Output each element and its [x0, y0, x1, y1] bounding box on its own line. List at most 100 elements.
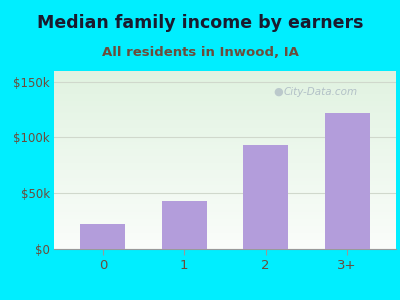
- Bar: [54, 122, 396, 124]
- Bar: [54, 176, 396, 178]
- Bar: [54, 95, 396, 97]
- Bar: [54, 230, 396, 231]
- Bar: [54, 204, 396, 206]
- Bar: [54, 76, 396, 78]
- Bar: [54, 154, 396, 156]
- Bar: [54, 87, 396, 88]
- Bar: [54, 147, 396, 149]
- Text: City-Data.com: City-Data.com: [284, 87, 358, 97]
- Bar: [54, 156, 396, 158]
- Text: All residents in Inwood, IA: All residents in Inwood, IA: [102, 46, 298, 59]
- Bar: [54, 72, 396, 74]
- Bar: [54, 190, 396, 192]
- Bar: [54, 103, 396, 104]
- Bar: [54, 188, 396, 190]
- Bar: [54, 106, 396, 108]
- Bar: [54, 113, 396, 115]
- Bar: [54, 129, 396, 131]
- Bar: [54, 167, 396, 169]
- Bar: [54, 133, 396, 135]
- Bar: [54, 131, 396, 133]
- Bar: [54, 153, 396, 154]
- Bar: [162, 201, 207, 249]
- Bar: [54, 174, 396, 176]
- Bar: [54, 94, 396, 95]
- Bar: [243, 145, 288, 249]
- Bar: [54, 161, 396, 163]
- Bar: [54, 128, 396, 129]
- Bar: [54, 240, 396, 242]
- Bar: [54, 70, 396, 72]
- Bar: [54, 235, 396, 236]
- Bar: [325, 113, 370, 249]
- Bar: [54, 115, 396, 117]
- Bar: [54, 215, 396, 217]
- Bar: [54, 183, 396, 185]
- Bar: [54, 90, 396, 92]
- Bar: [54, 178, 396, 179]
- Bar: [54, 121, 396, 122]
- Bar: [54, 170, 396, 172]
- Bar: [54, 192, 396, 194]
- Bar: [54, 226, 396, 228]
- Bar: [54, 85, 396, 87]
- Bar: [54, 245, 396, 247]
- Bar: [54, 206, 396, 208]
- Text: Median family income by earners: Median family income by earners: [37, 14, 363, 32]
- Bar: [54, 138, 396, 140]
- Bar: [54, 247, 396, 249]
- Bar: [54, 80, 396, 81]
- Bar: [54, 224, 396, 226]
- Bar: [54, 126, 396, 127]
- Bar: [54, 228, 396, 230]
- Bar: [54, 172, 396, 174]
- Bar: [54, 201, 396, 203]
- Bar: [54, 99, 396, 101]
- Bar: [54, 88, 396, 90]
- Bar: [54, 169, 396, 170]
- Bar: [54, 117, 396, 119]
- Bar: [54, 187, 396, 188]
- Bar: [54, 199, 396, 201]
- Bar: [54, 242, 396, 244]
- Bar: [54, 97, 396, 99]
- Bar: [54, 194, 396, 196]
- Bar: [54, 185, 396, 187]
- Bar: [54, 181, 396, 183]
- Bar: [54, 104, 396, 106]
- Bar: [54, 213, 396, 215]
- Bar: [54, 149, 396, 151]
- Bar: [54, 219, 396, 220]
- Bar: [54, 236, 396, 238]
- Bar: [54, 81, 396, 83]
- Text: ●: ●: [273, 87, 283, 97]
- Bar: [54, 231, 396, 233]
- Bar: [54, 212, 396, 213]
- Bar: [80, 224, 125, 249]
- Bar: [54, 202, 396, 204]
- Bar: [54, 208, 396, 210]
- Bar: [54, 220, 396, 222]
- Bar: [54, 140, 396, 142]
- Bar: [54, 135, 396, 137]
- Bar: [54, 124, 396, 126]
- Bar: [54, 136, 396, 138]
- Bar: [54, 144, 396, 146]
- Bar: [54, 110, 396, 112]
- Bar: [54, 112, 396, 113]
- Bar: [54, 217, 396, 219]
- Bar: [54, 146, 396, 147]
- Bar: [54, 210, 396, 212]
- Bar: [54, 222, 396, 224]
- Bar: [54, 163, 396, 165]
- Bar: [54, 119, 396, 121]
- Bar: [54, 142, 396, 144]
- Bar: [54, 83, 396, 85]
- Bar: [54, 233, 396, 235]
- Bar: [54, 160, 396, 161]
- Bar: [54, 238, 396, 240]
- Bar: [54, 151, 396, 153]
- Bar: [54, 196, 396, 197]
- Bar: [54, 74, 396, 76]
- Bar: [54, 244, 396, 245]
